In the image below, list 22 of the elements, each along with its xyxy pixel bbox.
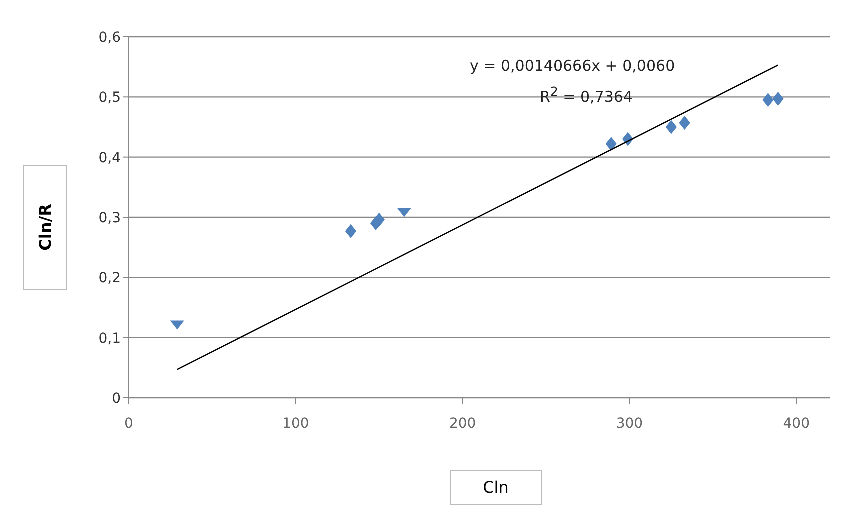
y-tick-label: 0,4 — [98, 150, 122, 166]
y-tick-label: 0,1 — [98, 330, 121, 347]
point — [345, 224, 357, 238]
x-tick-label: 0 — [124, 416, 134, 432]
x-tick-label: 400 — [783, 416, 810, 432]
x-tick-label: 200 — [449, 416, 476, 432]
x-tick-label: 100 — [282, 416, 310, 432]
annotation: y = 0,00140666x + 0,0060 — [470, 57, 676, 75]
x-tick-label: 300 — [616, 416, 644, 432]
annotation: R$^{2}$ = 0,7364 — [540, 84, 633, 106]
y-tick-label: 0,3 — [98, 210, 121, 226]
y-tick-label: 0 — [112, 390, 121, 407]
point — [679, 116, 690, 130]
y-axis-title: Cln/R — [36, 204, 54, 251]
point — [772, 92, 784, 106]
y-tick-label: 0,6 — [98, 30, 122, 46]
point — [666, 120, 678, 134]
y-tick-label: 0,5 — [98, 90, 121, 106]
x-axis-title: Cln — [450, 470, 542, 505]
y-tick-label: 0,2 — [98, 270, 121, 287]
point — [606, 137, 617, 152]
point — [762, 93, 774, 108]
